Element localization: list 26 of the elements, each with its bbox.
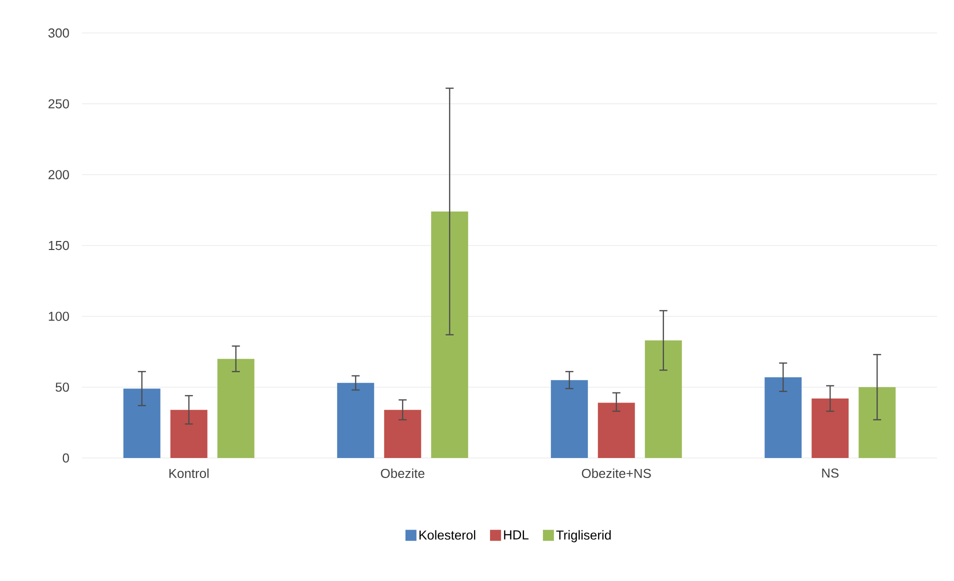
y-tick-label: 0 <box>62 453 69 463</box>
bar <box>431 211 468 458</box>
bar <box>384 410 422 458</box>
y-tick-label: 200 <box>48 170 69 180</box>
x-tick-label: NS <box>822 468 839 478</box>
bar <box>170 410 208 458</box>
x-tick-label: Obezite <box>380 468 424 478</box>
y-tick-label: 50 <box>56 382 69 392</box>
bar <box>644 340 682 458</box>
y-tick-label: 250 <box>48 99 69 108</box>
bar <box>764 377 802 458</box>
bar <box>123 388 160 458</box>
bar <box>550 380 588 458</box>
bar <box>598 402 635 458</box>
bar <box>337 382 374 458</box>
bar <box>858 387 896 458</box>
y-tick-label: 300 <box>48 28 69 38</box>
legend-label: HDL <box>504 530 529 540</box>
x-tick-label: Kontrol <box>169 468 209 478</box>
bar <box>217 358 254 458</box>
bar <box>812 398 849 458</box>
y-tick-label: 100 <box>48 312 69 321</box>
x-tick-label: Obezite+NS <box>582 468 651 478</box>
y-tick-label: 150 <box>48 240 69 250</box>
legend-label: Kolesterol <box>420 530 476 540</box>
legend-label: Trigliserid <box>556 530 611 542</box>
